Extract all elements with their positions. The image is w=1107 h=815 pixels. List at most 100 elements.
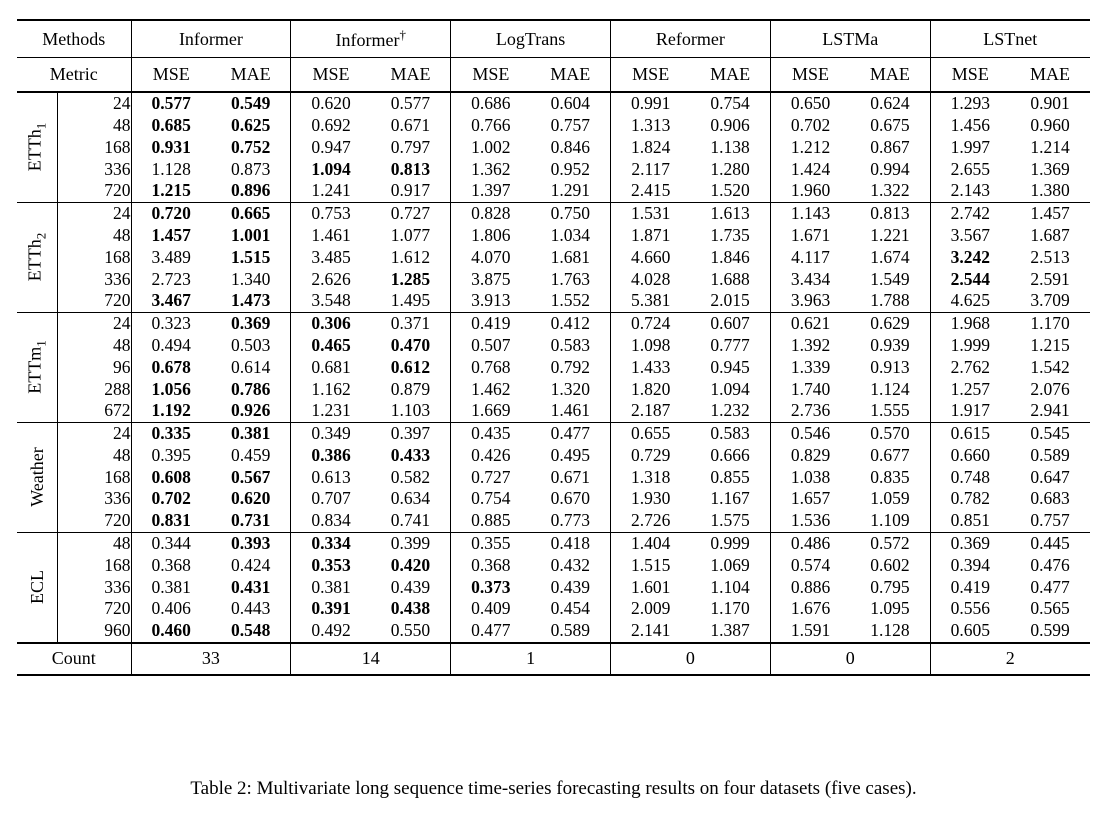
horizon-cell: 24 <box>56 202 132 225</box>
dataset-label: ETTh1 <box>17 92 57 202</box>
value-cell: 1.380 <box>1030 180 1070 201</box>
value-cell: 0.792 <box>550 356 590 377</box>
value-cell: 1.688 <box>710 268 750 289</box>
value-cell: 1.473 <box>230 290 271 311</box>
value-cell: 0.344 <box>130 532 211 555</box>
value-cell: 4.625 <box>929 290 1011 313</box>
value-cell: 2.762 <box>929 356 1011 379</box>
value-cell: 0.634 <box>390 488 431 509</box>
value-cell: 0.549 <box>230 93 271 114</box>
value-cell: 2.544 <box>929 268 1011 291</box>
value-cell: 4.117 <box>769 246 851 269</box>
value-cell: 3.485 <box>290 246 371 269</box>
horizon-cell: 24 <box>56 92 132 115</box>
value-cell: 0.666 <box>710 444 750 465</box>
value-cell: 0.381 <box>290 576 371 599</box>
value-cell: 1.143 <box>769 202 851 225</box>
value-cell: 3.963 <box>769 290 851 313</box>
value-cell: 2.655 <box>929 158 1011 181</box>
value-cell: 0.752 <box>230 136 271 157</box>
value-cell: 0.599 <box>1030 620 1070 641</box>
value-cell: 2.736 <box>769 400 851 423</box>
value-cell: 0.369 <box>230 313 271 334</box>
value-cell: 1.871 <box>609 224 691 247</box>
value-cell: 0.620 <box>290 92 371 115</box>
value-cell: 0.748 <box>929 466 1011 489</box>
value-cell: 1.601 <box>609 576 691 599</box>
value-cell: 0.678 <box>130 356 211 379</box>
value-cell: 1.001 <box>230 224 271 245</box>
count-label: Count <box>51 648 96 669</box>
horizon-cell: 48 <box>56 334 132 357</box>
table-row: 336 0.381 0.431 0.381 0.439 0.373 0.439 1.601 1.… <box>17 576 1090 599</box>
value-cell: 0.707 <box>290 488 371 511</box>
value-cell: 0.460 <box>130 620 211 643</box>
value-cell: 1.676 <box>769 598 851 621</box>
horizon-cell: 48 <box>56 224 132 247</box>
value-cell: 0.394 <box>929 554 1011 577</box>
value-cell: 1.424 <box>769 158 851 181</box>
value-cell: 1.002 <box>450 136 531 159</box>
value-cell: 0.952 <box>550 158 590 179</box>
method-name-lstma: LSTMa <box>769 20 931 58</box>
value-cell: 0.757 <box>550 114 590 135</box>
value-cell: 1.536 <box>769 510 851 533</box>
value-cell: 0.393 <box>230 533 271 554</box>
value-cell: 0.495 <box>550 444 590 465</box>
value-cell: 1.322 <box>870 180 910 201</box>
value-cell: 0.583 <box>550 334 590 355</box>
value-cell: 0.335 <box>130 422 211 445</box>
metric-header: Metric <box>49 64 98 84</box>
value-cell: 0.620 <box>230 488 271 509</box>
value-cell: 3.709 <box>1030 290 1070 311</box>
horizon-cell: 168 <box>56 246 132 269</box>
value-cell: 1.339 <box>769 356 851 379</box>
value-cell: 1.549 <box>870 268 910 289</box>
horizon-cell: 288 <box>56 378 132 401</box>
value-cell: 1.215 <box>130 180 211 203</box>
method-name-informer-dagger: Informer† <box>290 20 451 58</box>
dataset-label-text: ETTm1 <box>24 340 49 395</box>
count-value: 33 <box>130 642 291 675</box>
value-cell: 0.445 <box>1030 533 1070 554</box>
value-cell: 0.906 <box>710 114 750 135</box>
horizon-cell: 168 <box>56 554 132 577</box>
value-cell: 3.913 <box>450 290 531 313</box>
value-cell: 0.334 <box>290 532 371 555</box>
horizon-cell: 48 <box>56 532 132 555</box>
value-cell: 0.306 <box>290 312 371 335</box>
value-cell: 3.434 <box>769 268 851 291</box>
value-cell: 0.834 <box>290 510 371 533</box>
value-cell: 3.489 <box>130 246 211 269</box>
table-row: 288 1.056 0.786 1.162 0.879 1.462 1.320 1.820 1.… <box>17 378 1090 401</box>
metric-col-mae: MAE <box>710 64 751 84</box>
value-cell: 1.612 <box>390 246 431 267</box>
metric-col-mae: MAE <box>550 64 591 84</box>
value-cell: 1.457 <box>130 224 211 247</box>
value-cell: 0.879 <box>390 378 431 399</box>
table-row: 720 0.406 0.443 0.391 0.438 0.409 0.454 2.009 1.… <box>17 598 1090 621</box>
metric-col-mse: MSE <box>609 57 691 92</box>
table-row: 96 0.678 0.614 0.681 0.612 0.768 0.792 1.433 0.9… <box>17 356 1090 379</box>
value-cell: 0.624 <box>870 93 910 114</box>
value-cell: 1.613 <box>710 203 750 224</box>
dataset-label-text: Weather <box>26 447 47 508</box>
value-cell: 0.353 <box>290 554 371 577</box>
value-cell: 0.660 <box>929 444 1011 467</box>
horizon-cell: 336 <box>56 576 132 599</box>
value-cell: 0.650 <box>769 92 851 115</box>
value-cell: 0.386 <box>290 444 371 467</box>
value-cell: 0.692 <box>290 114 371 137</box>
table-row: Weather 24 0.335 0.381 0.349 0.397 0.435 0.477 0… <box>17 422 1090 507</box>
value-cell: 0.613 <box>290 466 371 489</box>
metric-col-mse: MSE <box>130 57 211 92</box>
value-cell: 0.443 <box>230 598 271 619</box>
value-cell: 2.941 <box>1030 400 1070 421</box>
value-cell: 0.773 <box>550 510 590 531</box>
value-cell: 0.754 <box>450 488 531 511</box>
value-cell: 1.997 <box>929 136 1011 159</box>
metric-col-mae: MAE <box>869 64 910 84</box>
section-ettm1: ETTm1 24 0.323 0.369 0.306 0.371 0.419 0.412 0.7… <box>17 312 1090 423</box>
value-cell: 0.939 <box>870 334 910 355</box>
value-cell: 2.009 <box>609 598 691 621</box>
